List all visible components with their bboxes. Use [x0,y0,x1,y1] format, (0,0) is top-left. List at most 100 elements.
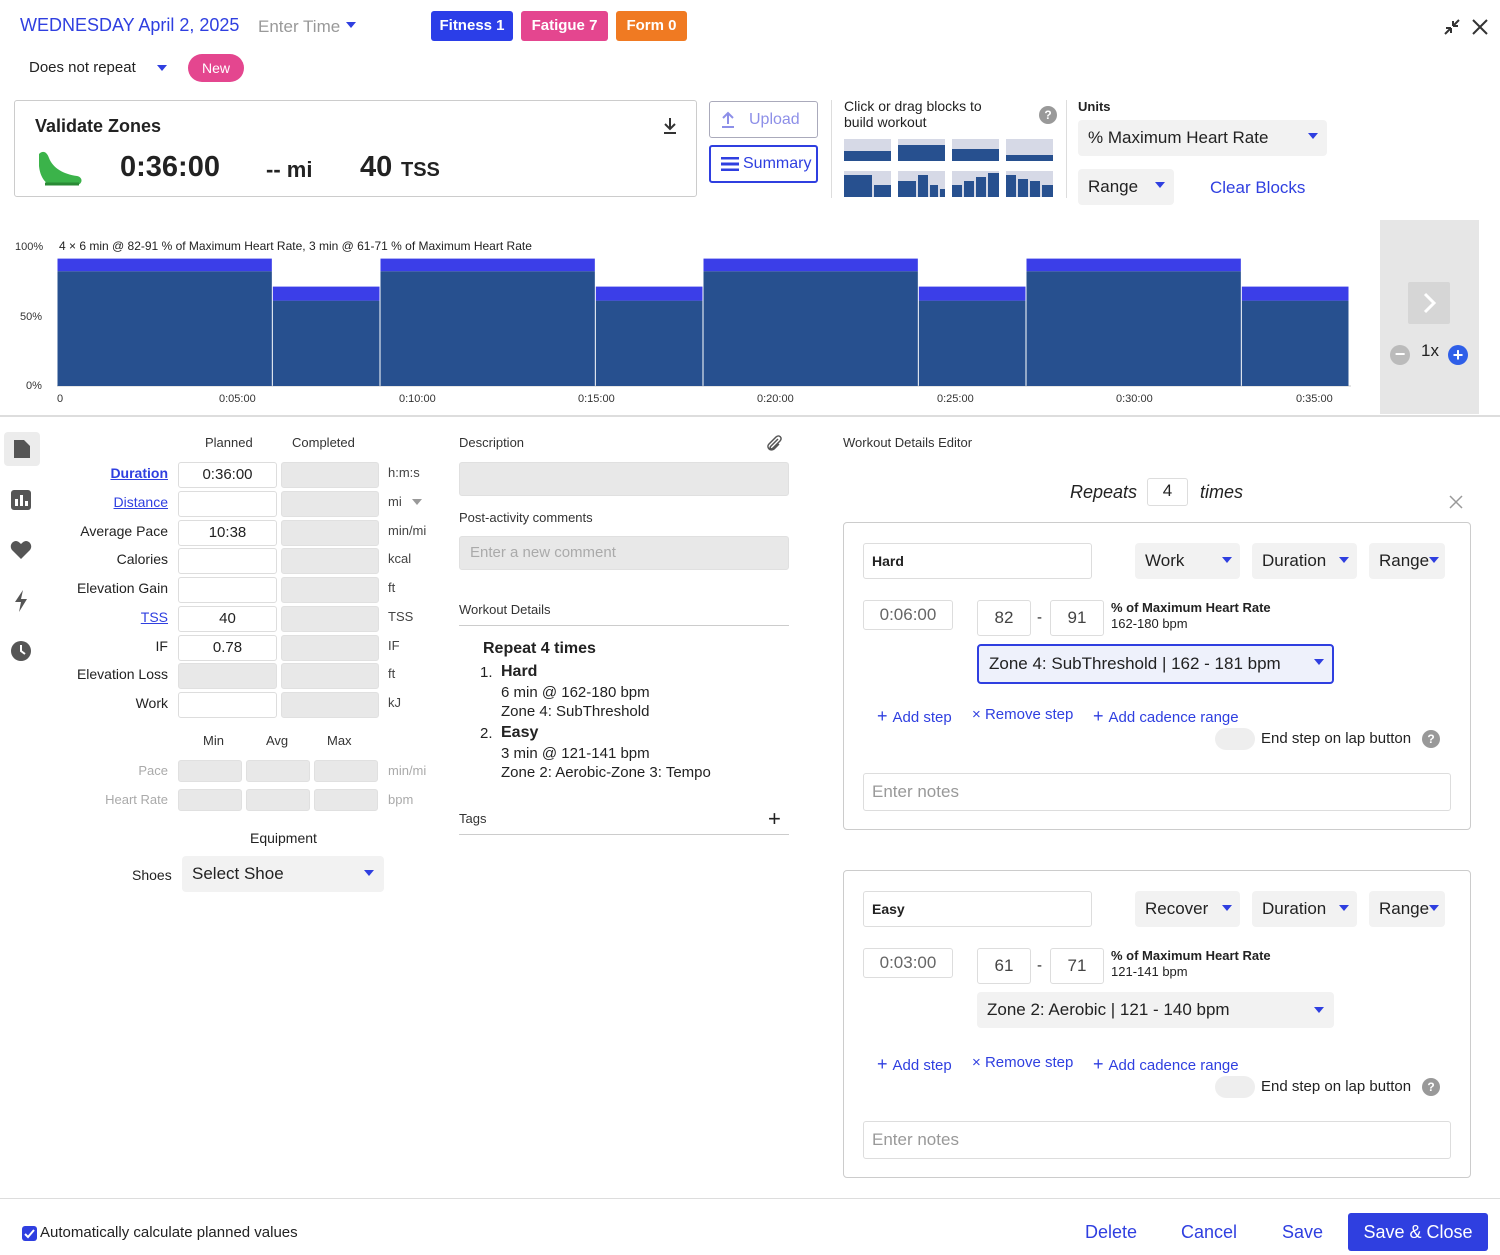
caret-icon [1314,659,1324,665]
duration-type-select[interactable]: Duration [1252,543,1357,579]
step-bar-range[interactable] [703,258,918,272]
paperclip-icon[interactable] [764,433,784,453]
stat-planned-input[interactable]: 10:38 [178,519,277,546]
step-bar-range[interactable] [57,258,272,272]
time-input[interactable]: Enter Time [258,17,341,36]
auto-calc-checkbox[interactable] [22,1226,37,1241]
step-bar[interactable] [918,300,1026,386]
clock-icon[interactable] [10,640,32,662]
remove-step-button[interactable]: × Remove step [972,706,1074,723]
step-bar-range[interactable] [272,286,380,301]
tab-details[interactable] [4,432,40,466]
stat-planned-input[interactable]: 40 [178,605,277,632]
step-name-input[interactable]: Easy [863,891,1092,927]
upload-button[interactable]: Upload [709,101,818,138]
next-arrow-button[interactable] [1408,282,1450,324]
close-icon[interactable] [1470,17,1490,37]
add-tag-icon[interactable]: + [768,806,781,831]
lap-toggle[interactable] [1215,728,1255,750]
units-select[interactable]: % Maximum Heart Rate [1078,120,1327,156]
zoom-out-icon[interactable]: − [1390,345,1410,365]
clear-blocks-button[interactable]: Clear Blocks [1210,178,1306,197]
step-bar[interactable] [703,271,918,386]
step-bar-range[interactable] [380,258,595,272]
delete-button[interactable]: Delete [1085,1222,1138,1242]
heart-icon[interactable] [10,540,32,560]
stat-label[interactable]: Distance [113,493,168,510]
new-badge[interactable]: New [188,54,244,82]
range-type-select[interactable]: Range [1369,543,1445,579]
step-bar[interactable] [1026,271,1241,386]
stat-planned-input[interactable] [178,548,277,575]
add-step-button[interactable]: + Add step [877,706,952,726]
download-icon[interactable] [661,116,679,136]
zone-select[interactable]: Zone 4: SubThreshold | 162 - 181 bpm [977,644,1334,684]
step-name-input[interactable]: Hard [863,543,1092,579]
stat-completed-input [281,490,379,517]
stat-planned-input[interactable] [178,692,277,718]
pace-max [314,760,378,782]
zoom-in-icon[interactable]: + [1448,345,1468,365]
distance-unit-caret-icon[interactable] [412,498,422,505]
lightning-icon[interactable] [13,590,29,612]
bar-chart-icon[interactable] [11,490,31,510]
help-icon[interactable]: ? [1039,106,1057,124]
step-bar-range[interactable] [1241,286,1349,301]
comment-input[interactable]: Enter a new comment [459,536,789,570]
step-bar-range[interactable] [1026,258,1241,272]
save-close-button[interactable]: Save & Close [1348,1213,1488,1251]
block-palette[interactable] [844,137,1054,199]
zone-select[interactable]: Zone 2: Aerobic | 121 - 140 bpm [977,992,1334,1028]
stat-completed-input [281,634,379,661]
range-low-input[interactable]: 82 [977,600,1031,636]
range-high-input[interactable]: 91 [1050,600,1104,636]
add-step-button[interactable]: + Add step [877,1054,952,1074]
minimize-icon[interactable] [1442,17,1462,37]
stat-label: Elevation Loss [76,666,168,683]
step-duration-input[interactable]: 0:06:00 [863,600,953,630]
lap-toggle[interactable] [1215,1076,1255,1098]
summary-button[interactable]: Summary [709,145,818,183]
add-cadence-button[interactable]: + Add cadence range [1093,706,1239,726]
stat-label: Calories [116,551,168,568]
stat-completed-input [281,605,379,632]
cancel-button[interactable]: Cancel [1181,1222,1238,1242]
range-low-input[interactable]: 61 [977,948,1031,984]
workout-date[interactable]: WEDNESDAY April 2, 2025 [20,15,240,35]
stat-planned-input[interactable]: 0:36:00 [178,462,277,488]
y-tick-label: 0% [26,380,42,392]
step-bar-range[interactable] [918,286,1026,301]
stat-label[interactable]: Duration [110,465,168,481]
step-notes-input[interactable]: Enter notes [863,773,1451,811]
repeat-count-input[interactable]: 4 [1147,478,1188,506]
stat-planned-input[interactable]: 0.78 [178,634,277,661]
remove-step-button[interactable]: × Remove step [972,1054,1074,1071]
step-bar-range[interactable] [595,286,703,301]
description-input[interactable] [459,462,789,496]
step-bar[interactable] [380,271,595,386]
upload-icon [722,111,734,128]
range-high-input[interactable]: 71 [1050,948,1104,984]
step-notes-input[interactable]: Enter notes [863,1121,1451,1159]
step-bar[interactable] [57,271,272,386]
workout-summary-card: Validate Zones 0:36:00 -- mi 40 TSS [14,100,697,197]
repeat-select[interactable]: Does not repeat [29,59,136,76]
stat-label[interactable]: TSS [140,608,168,625]
shoe-select[interactable]: Select Shoe [182,856,384,892]
step-bar[interactable] [1241,300,1349,386]
stat-planned-input[interactable] [178,490,277,517]
detail-repeat: Repeat 4 times [483,640,596,657]
workout-chart[interactable] [0,0,1370,410]
add-cadence-button[interactable]: + Add cadence range [1093,1054,1239,1074]
stat-planned-input[interactable] [178,577,277,603]
step-duration-input[interactable]: 0:03:00 [863,948,953,978]
help-icon[interactable]: ? [1422,730,1440,748]
save-button[interactable]: Save [1282,1222,1324,1242]
step-bar[interactable] [272,300,380,386]
remove-repeat-icon[interactable] [1448,494,1464,510]
workout-title[interactable]: Validate Zones [35,116,162,136]
step-bar[interactable] [595,300,703,386]
stat-label: Average Pace [80,522,168,539]
help-icon[interactable]: ? [1422,1078,1440,1096]
tss-unit: TSS [401,159,440,181]
